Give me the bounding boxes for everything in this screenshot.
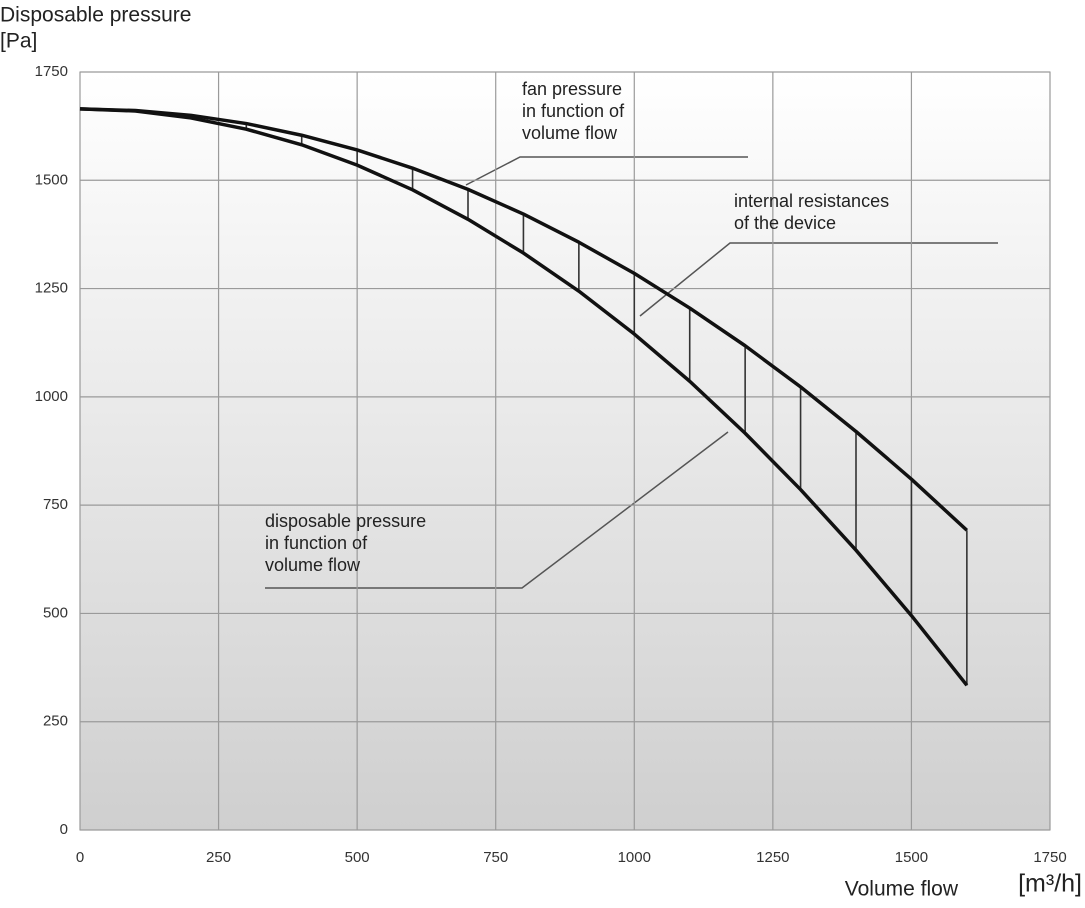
curve	[79, 107, 969, 687]
annotation: fan pressure	[522, 79, 622, 99]
y-axis-unit: [Pa]	[0, 30, 37, 53]
y-tick-label: 1000	[35, 388, 68, 405]
curve	[79, 107, 969, 532]
annotation: volume flow	[522, 123, 618, 143]
leader-line	[639, 242, 998, 317]
plot-area	[79, 71, 1051, 831]
y-tick-label: 250	[43, 713, 68, 730]
annotation: in function of	[522, 101, 625, 121]
annotation: in function of	[265, 533, 368, 553]
x-tick-label: 500	[345, 849, 370, 866]
y-tick-label: 1500	[35, 171, 68, 188]
x-tick-label: 250	[206, 849, 231, 866]
annotation: disposable pressure	[265, 511, 426, 531]
y-tick-label: 750	[43, 496, 68, 513]
x-axis-label: Volume flow	[845, 878, 959, 901]
y-tick-label: 500	[43, 604, 68, 621]
annotation: of the device	[734, 213, 836, 233]
x-tick-label: 1250	[756, 849, 789, 866]
x-axis-unit: [m³/h]	[1018, 870, 1082, 898]
y-tick-label: 0	[60, 821, 68, 838]
x-tick-label: 0	[76, 849, 84, 866]
y-tick-label: 1250	[35, 280, 68, 297]
leader-line	[265, 431, 729, 589]
x-tick-label: 750	[483, 849, 508, 866]
y-axis-label: Disposable pressure	[0, 4, 191, 27]
x-tick-label: 1750	[1033, 849, 1066, 866]
leader-line	[465, 156, 748, 186]
x-tick-label: 1000	[618, 849, 651, 866]
annotation: volume flow	[265, 555, 361, 575]
annotation: internal resistances	[734, 191, 889, 211]
y-tick-label: 1750	[35, 63, 68, 80]
x-tick-label: 1500	[895, 849, 928, 866]
leader-lines	[265, 156, 998, 589]
